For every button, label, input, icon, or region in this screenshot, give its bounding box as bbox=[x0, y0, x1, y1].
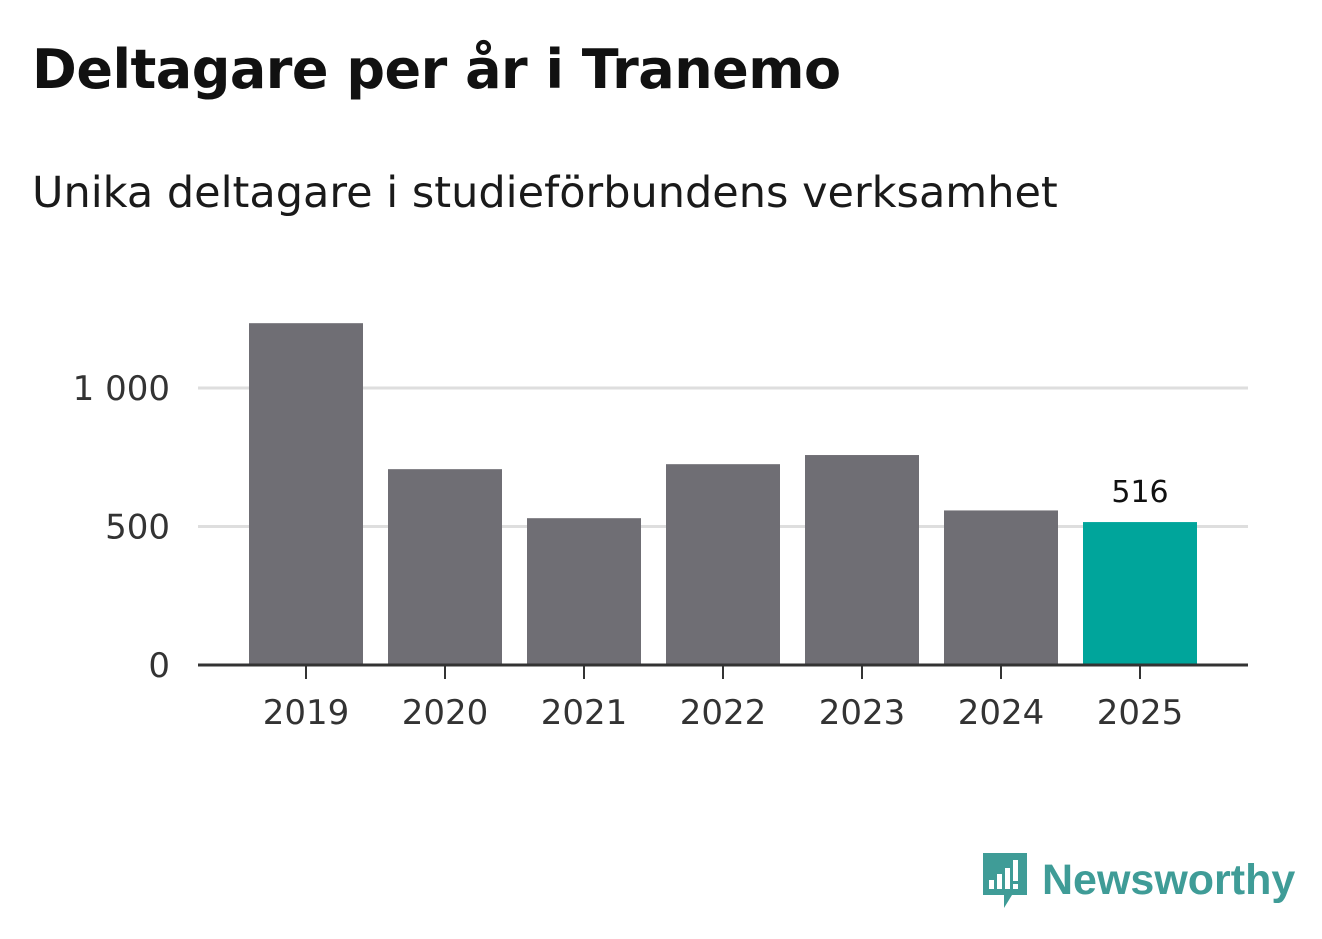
x-tick-label: 2020 bbox=[402, 693, 489, 733]
newsworthy-logo: Newsworthy bbox=[980, 850, 1295, 910]
newsworthy-logo-icon bbox=[983, 853, 1027, 908]
x-tick-label: 2025 bbox=[1097, 693, 1184, 733]
bar-2023 bbox=[805, 455, 919, 665]
bar-2024 bbox=[944, 510, 1058, 665]
y-tick-label: 1 000 bbox=[73, 369, 170, 409]
bar-2022 bbox=[666, 464, 780, 665]
labels: 0 500 1 000 2019 2020 2021 2022 2023 2024 2025 516 bbox=[73, 369, 1184, 733]
chart-subtitle: Unika deltagare i studieförbundens verks… bbox=[32, 168, 1058, 218]
bar-2025 bbox=[1083, 522, 1197, 665]
brand-name: Newsworthy bbox=[1042, 855, 1296, 904]
bar-2021 bbox=[527, 518, 641, 665]
bars bbox=[249, 323, 1197, 665]
bar-2019 bbox=[249, 323, 363, 665]
x-tick-label: 2024 bbox=[958, 693, 1045, 733]
chart-title: Deltagare per år i Tranemo bbox=[32, 38, 841, 101]
x-axis bbox=[198, 663, 1248, 679]
y-tick-label: 500 bbox=[105, 508, 170, 548]
x-tick-label: 2021 bbox=[541, 693, 628, 733]
bar-2020 bbox=[388, 469, 502, 665]
data-label: 516 bbox=[1111, 475, 1168, 510]
x-tick-label: 2019 bbox=[263, 693, 350, 733]
y-tick-label: 0 bbox=[148, 646, 170, 686]
x-tick-label: 2022 bbox=[680, 693, 767, 733]
x-tick-label: 2023 bbox=[819, 693, 906, 733]
